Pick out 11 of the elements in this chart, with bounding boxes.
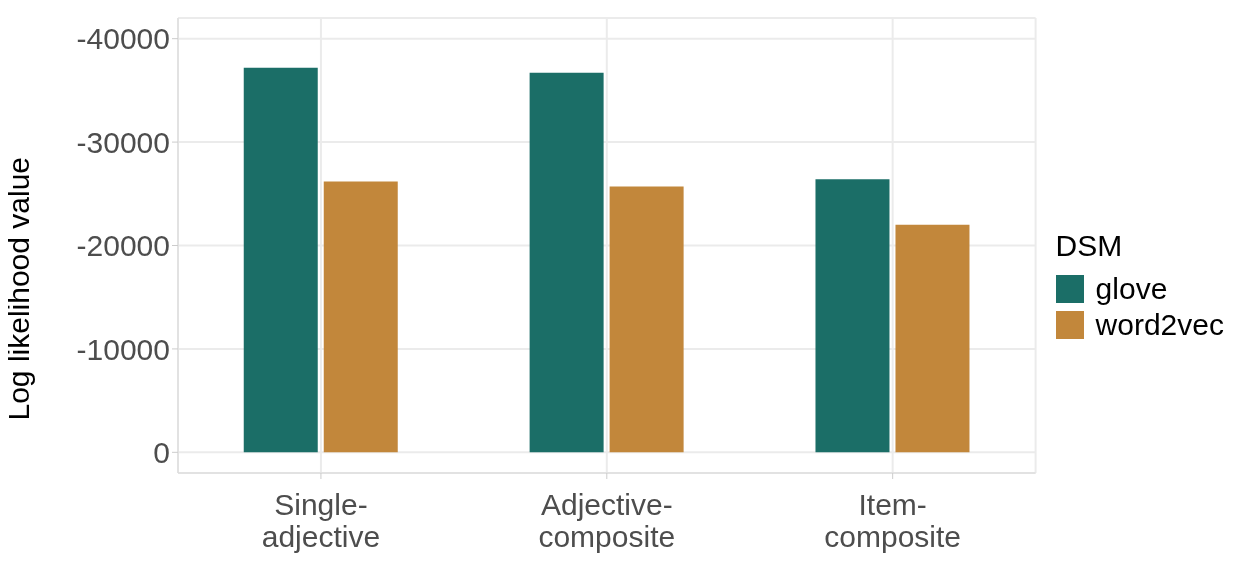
legend-title: DSM	[1055, 228, 1124, 263]
y-tick-label: -10000	[76, 332, 170, 366]
x-tick-label: Adjective-composite	[538, 488, 676, 553]
legend-label: glove	[1095, 271, 1168, 306]
y-tick-label: -20000	[76, 229, 170, 263]
y-tick-label: 0	[153, 435, 170, 469]
x-tick-label: Single-adjective	[261, 488, 381, 553]
legend-label: word2vec	[1095, 307, 1224, 342]
x-tick-label: Item-composite	[824, 488, 962, 553]
y-tick-label: -30000	[76, 125, 170, 159]
y-tick-label: -40000	[76, 22, 170, 56]
